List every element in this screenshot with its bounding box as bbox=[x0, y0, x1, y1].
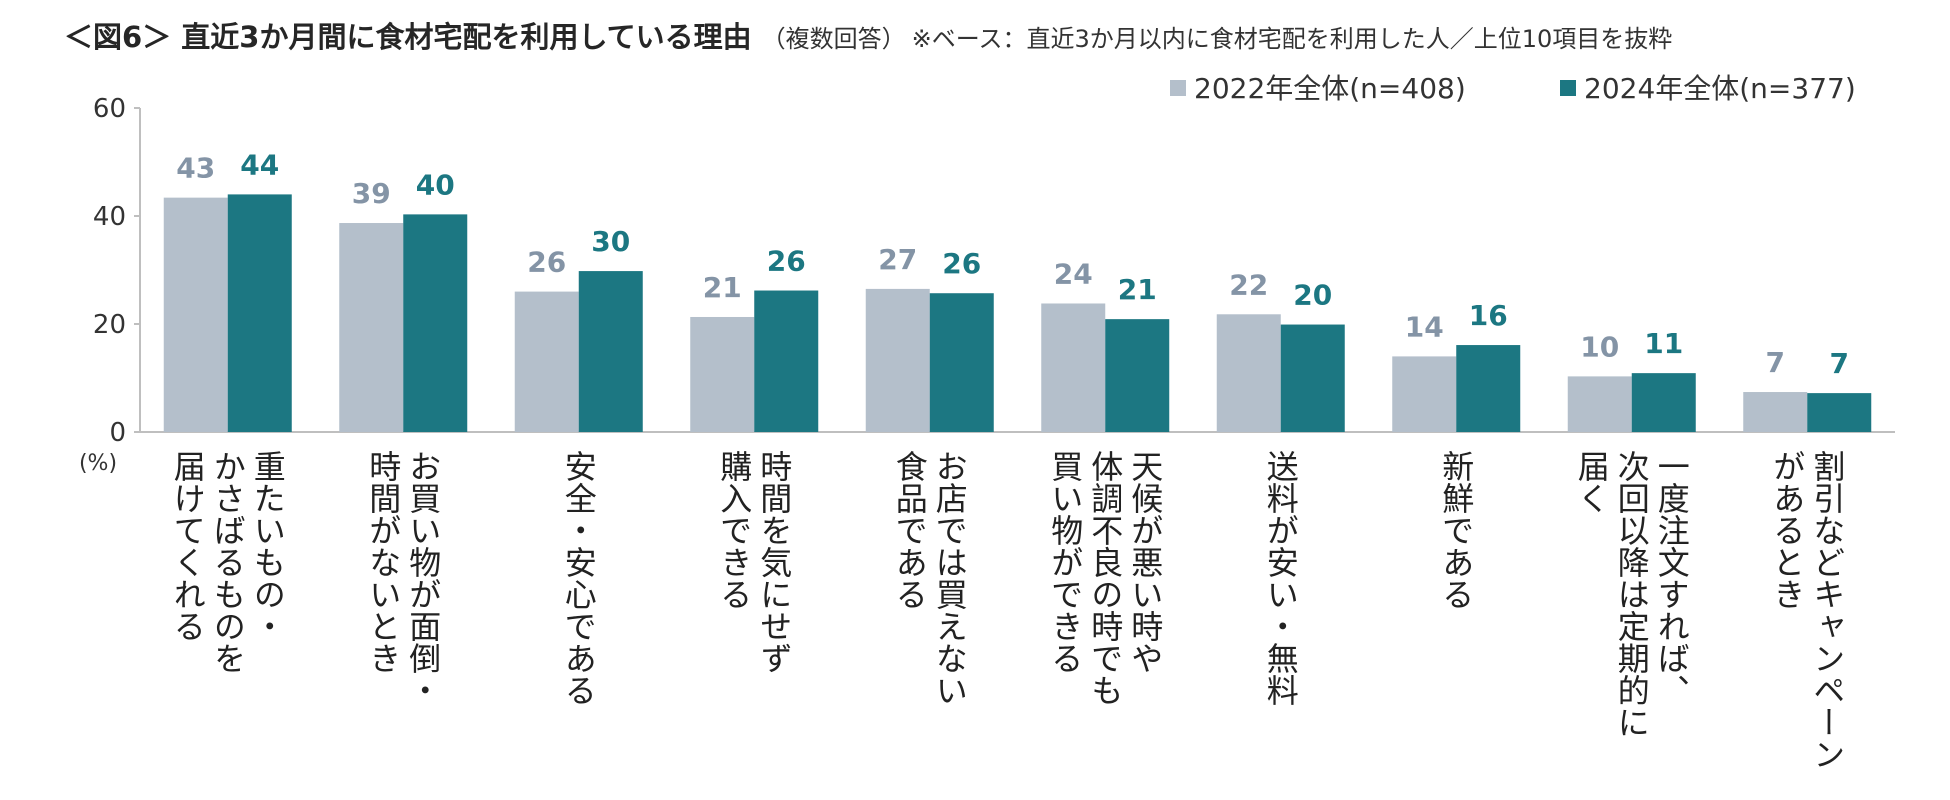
data-label: 27 bbox=[878, 243, 917, 276]
data-label: 20 bbox=[1293, 279, 1332, 312]
data-label: 7 bbox=[1766, 346, 1785, 379]
data-label: 26 bbox=[527, 246, 566, 279]
bar bbox=[1041, 303, 1106, 432]
bar bbox=[1743, 392, 1808, 432]
chart-title: ＜図6＞ 直近3か月間に食材宅配を利用している理由 bbox=[64, 20, 752, 54]
bar bbox=[1567, 376, 1632, 432]
category-label-line: 時間を気にせず bbox=[755, 450, 793, 674]
data-label: 10 bbox=[1580, 330, 1619, 363]
data-label: 14 bbox=[1405, 310, 1444, 343]
data-label: 44 bbox=[240, 148, 279, 181]
bar bbox=[514, 291, 579, 432]
bar bbox=[754, 290, 819, 432]
bar bbox=[578, 271, 643, 432]
data-label: 16 bbox=[1469, 299, 1508, 332]
category-label: お買い物が面倒・時間がないとき bbox=[364, 450, 442, 706]
y-tick-label: 60 bbox=[93, 94, 126, 124]
category-label-line: かさばるものを bbox=[209, 450, 247, 674]
category-label-line: お店では買えない bbox=[931, 450, 969, 706]
category-label-line: 次回以降は定期的に bbox=[1613, 450, 1651, 738]
category-label-line: 届く bbox=[1573, 450, 1611, 514]
category-label-line: お買い物が面倒・ bbox=[404, 450, 442, 706]
data-label: 43 bbox=[176, 152, 215, 185]
bar bbox=[227, 194, 292, 432]
bar bbox=[1280, 324, 1345, 432]
category-label-line: 時間がないとき bbox=[364, 450, 402, 674]
category-label-line: 買い物ができる bbox=[1046, 450, 1084, 674]
bar bbox=[1216, 314, 1281, 432]
category-label-line: 安全・安心である bbox=[560, 450, 598, 706]
category-label: 送料が安い・無料 bbox=[1262, 450, 1300, 706]
legend-swatch bbox=[1170, 80, 1186, 96]
bar bbox=[865, 288, 930, 432]
legend-label: 2022年全体(n=408) bbox=[1194, 72, 1466, 105]
bar bbox=[1105, 319, 1170, 432]
y-tick-label: 40 bbox=[93, 202, 126, 232]
data-label: 39 bbox=[352, 177, 391, 210]
chart-subtitle: （複数回答） bbox=[761, 25, 906, 53]
category-label-line: 届けてくれる bbox=[169, 450, 207, 642]
data-label: 26 bbox=[767, 245, 806, 278]
y-tick-label: 0 bbox=[109, 418, 126, 448]
chart-base-note: ※ベース：直近3か月以内に食材宅配を利用した人／上位10項目を抜粋 bbox=[911, 25, 1673, 53]
category-label-line: 割引などキャンペーン bbox=[1808, 450, 1846, 770]
category-label-line: 送料が安い・無料 bbox=[1262, 450, 1300, 706]
bar bbox=[403, 214, 468, 432]
data-label: 21 bbox=[1118, 273, 1157, 306]
bar bbox=[1456, 345, 1521, 432]
legend-swatch bbox=[1560, 80, 1576, 96]
data-label: 22 bbox=[1229, 268, 1268, 301]
category-label-line: 一度注文すれば、 bbox=[1653, 450, 1691, 706]
category-label-line: 天候が悪い時や bbox=[1126, 450, 1164, 674]
data-label: 7 bbox=[1830, 347, 1849, 380]
data-label: 26 bbox=[942, 247, 981, 280]
data-label: 24 bbox=[1054, 257, 1093, 290]
bar bbox=[1392, 356, 1457, 432]
bar bbox=[339, 223, 404, 432]
category-label: 新鮮である bbox=[1437, 450, 1475, 610]
category-label-line: があるとき bbox=[1768, 450, 1806, 610]
y-axis-unit-label: (%) bbox=[79, 451, 117, 476]
data-label: 11 bbox=[1644, 327, 1683, 360]
bar bbox=[690, 316, 755, 432]
data-label: 40 bbox=[416, 168, 455, 201]
bar bbox=[1631, 373, 1696, 432]
bar bbox=[1807, 393, 1872, 432]
category-label: 安全・安心である bbox=[560, 450, 598, 706]
y-tick-label: 20 bbox=[93, 310, 126, 340]
bar bbox=[929, 293, 994, 432]
data-label: 21 bbox=[703, 271, 742, 304]
chart-title-row: ＜図6＞ 直近3か月間に食材宅配を利用している理由 （複数回答） ※ベース：直近3か… bbox=[64, 14, 1944, 56]
category-label-line: 食品である bbox=[891, 450, 929, 610]
category-label-line: 体調不良の時でも bbox=[1086, 450, 1124, 706]
category-label-line: 重たいもの・ bbox=[249, 450, 287, 642]
legend-label: 2024年全体(n=377) bbox=[1584, 72, 1856, 105]
bar bbox=[163, 197, 228, 432]
category-label-line: 購入できる bbox=[715, 450, 753, 610]
category-label-line: 新鮮である bbox=[1437, 450, 1475, 610]
data-label: 30 bbox=[591, 225, 630, 258]
